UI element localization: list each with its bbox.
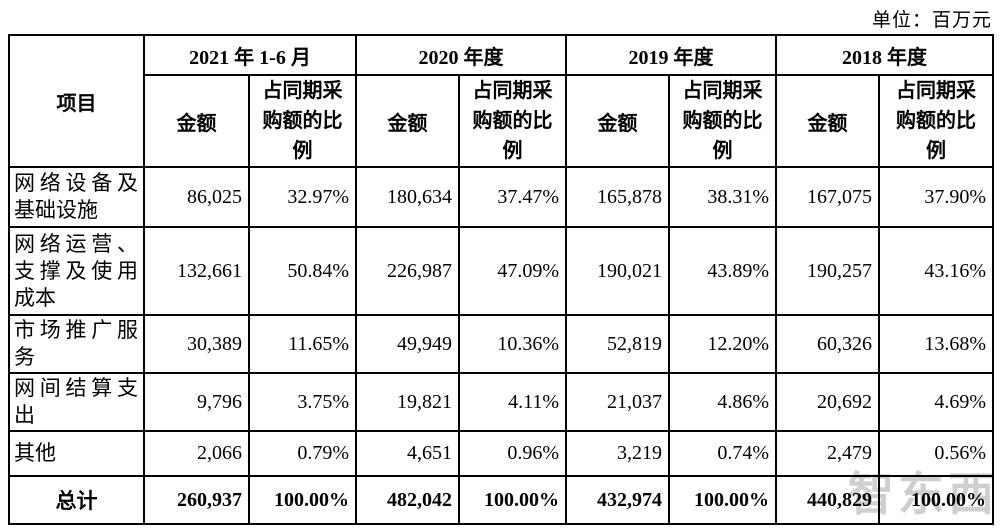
ratio-header: 占同期采购额的比例 — [247, 74, 358, 168]
cell-ratio: 37.47% — [458, 166, 568, 228]
cell-ratio: 43.89% — [668, 226, 778, 316]
row-label: 其他 — [8, 430, 145, 477]
cell-amount: 86,025 — [143, 166, 250, 228]
cell-ratio: 50.84% — [247, 226, 358, 316]
cell-amount: 60,326 — [775, 314, 881, 374]
table-row: 网络设备及基础设施 86,025 32.97% 180,634 37.47% 1… — [8, 166, 995, 228]
period-header-2018: 2018 年度 — [775, 34, 995, 76]
cell-ratio: 4.69% — [878, 372, 995, 432]
amount-header: 金额 — [355, 74, 461, 168]
cell-amount: 190,021 — [565, 226, 671, 316]
cell-amount: 9,796 — [143, 372, 250, 432]
cell-ratio: 12.20% — [668, 314, 778, 374]
cell-ratio: 43.16% — [878, 226, 995, 316]
cell-ratio: 3.75% — [247, 372, 358, 432]
total-cell-ratio: 100.00% — [458, 475, 568, 525]
total-cell-ratio: 100.00% — [247, 475, 358, 525]
total-cell-amount: 432,974 — [565, 475, 671, 525]
cell-ratio: 37.90% — [878, 166, 995, 228]
amount-header: 金额 — [143, 74, 250, 168]
cell-amount: 52,819 — [565, 314, 671, 374]
cell-amount: 49,949 — [355, 314, 461, 374]
cell-ratio: 0.96% — [458, 430, 568, 477]
cell-amount: 21,037 — [565, 372, 671, 432]
cell-ratio: 0.74% — [668, 430, 778, 477]
period-header-2020: 2020 年度 — [355, 34, 568, 76]
cell-ratio: 0.56% — [878, 430, 995, 477]
period-header-2019: 2019 年度 — [565, 34, 778, 76]
total-cell-ratio: 100.00% — [668, 475, 778, 525]
table-row: 其他 2,066 0.79% 4,651 0.96% 3,219 0.74% 2… — [8, 430, 995, 477]
total-cell-amount: 260,937 — [143, 475, 250, 525]
cell-ratio: 13.68% — [878, 314, 995, 374]
cell-amount: 2,479 — [775, 430, 881, 477]
header-row-subcolumns: 金额 占同期采购额的比例 金额 占同期采购额的比例 金额 占同期采购额的比例 金… — [9, 74, 995, 168]
total-row: 总计 260,937 100.00% 482,042 100.00% 432,9… — [8, 475, 995, 525]
cell-amount: 190,257 — [775, 226, 881, 316]
cell-amount: 132,661 — [143, 226, 250, 316]
cell-amount: 30,389 — [143, 314, 250, 374]
cell-amount: 165,878 — [565, 166, 671, 228]
cell-ratio: 32.97% — [247, 166, 358, 228]
cell-amount: 2,066 — [143, 430, 250, 477]
ratio-header: 占同期采购额的比例 — [668, 74, 778, 168]
amount-header: 金额 — [565, 74, 671, 168]
table-row: 网间结算支出 9,796 3.75% 19,821 4.11% 21,037 4… — [8, 372, 995, 432]
item-column-header: 项目 — [8, 34, 145, 168]
cell-amount: 4,651 — [355, 430, 461, 477]
total-cell-amount: 482,042 — [355, 475, 461, 525]
cell-amount: 167,075 — [775, 166, 881, 228]
cell-amount: 20,692 — [775, 372, 881, 432]
total-cell-ratio: 100.00% — [878, 475, 995, 525]
period-header-2021h1: 2021 年 1-6 月 — [142, 34, 358, 76]
row-label: 网络运营、支撑及使用成本 — [8, 226, 145, 316]
procurement-table: 项目 2021 年 1-6 月 2020 年度 2019 年度 2018 年度 … — [8, 34, 995, 525]
cell-ratio: 47.09% — [458, 226, 568, 316]
cell-ratio: 4.11% — [458, 372, 568, 432]
total-cell-amount: 440,829 — [775, 475, 881, 525]
table-row: 网络运营、支撑及使用成本 132,661 50.84% 226,987 47.0… — [8, 226, 995, 316]
unit-label: 单位：百万元 — [871, 10, 992, 31]
header-row-periods: 项目 2021 年 1-6 月 2020 年度 2019 年度 2018 年度 — [8, 34, 995, 168]
cell-ratio: 11.65% — [247, 314, 358, 374]
total-label: 总计 — [8, 475, 145, 525]
ratio-header: 占同期采购额的比例 — [878, 74, 995, 168]
cell-amount: 19,821 — [355, 372, 461, 432]
table-row: 市场推广服务 30,389 11.65% 49,949 10.36% 52,81… — [8, 314, 995, 374]
row-label: 网络设备及基础设施 — [8, 166, 145, 228]
cell-ratio: 0.79% — [247, 430, 358, 477]
amount-header: 金额 — [775, 74, 881, 168]
cell-ratio: 4.86% — [668, 372, 778, 432]
cell-ratio: 38.31% — [668, 166, 778, 228]
row-label: 市场推广服务 — [8, 314, 145, 374]
cell-amount: 180,634 — [355, 166, 461, 228]
cell-ratio: 10.36% — [458, 314, 568, 374]
ratio-header: 占同期采购额的比例 — [458, 74, 568, 168]
row-label: 网间结算支出 — [8, 372, 145, 432]
cell-amount: 3,219 — [565, 430, 671, 477]
cell-amount: 226,987 — [355, 226, 461, 316]
